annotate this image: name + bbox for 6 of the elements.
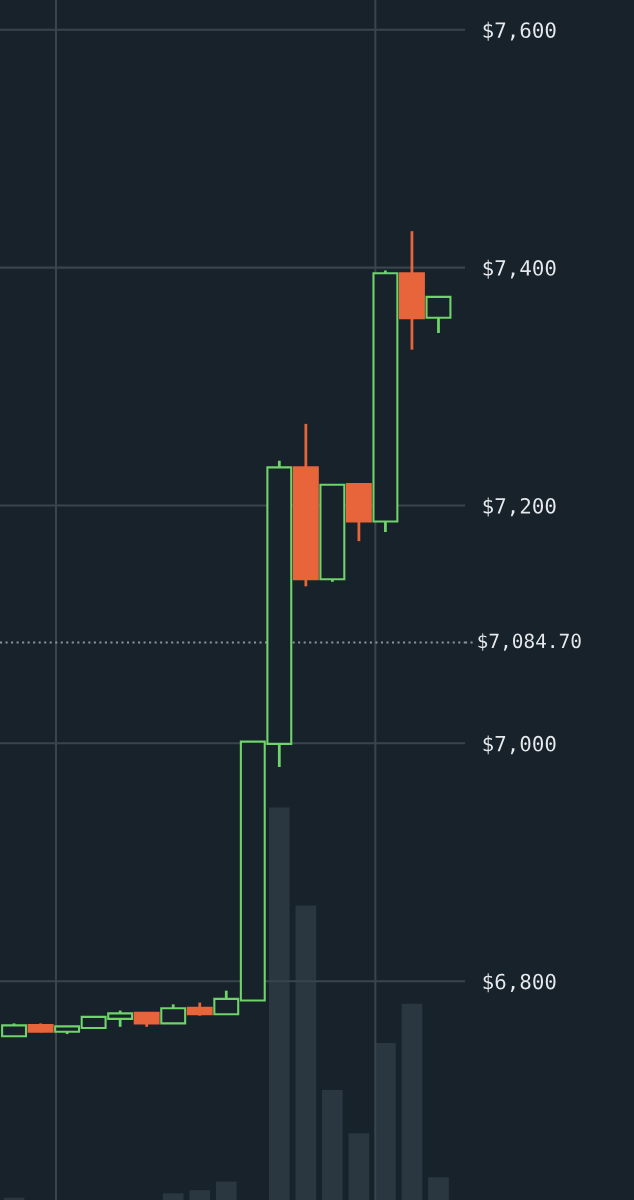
y-tick-label: $7,200 [483,497,556,517]
y-tick-label: $7,600 [483,21,556,41]
y-tick-label: $7,000 [483,735,556,755]
ref-line-label: $7,084.70 [478,633,581,651]
y-tick-label: $6,800 [483,973,556,993]
y-tick-label: $7,400 [483,259,556,279]
